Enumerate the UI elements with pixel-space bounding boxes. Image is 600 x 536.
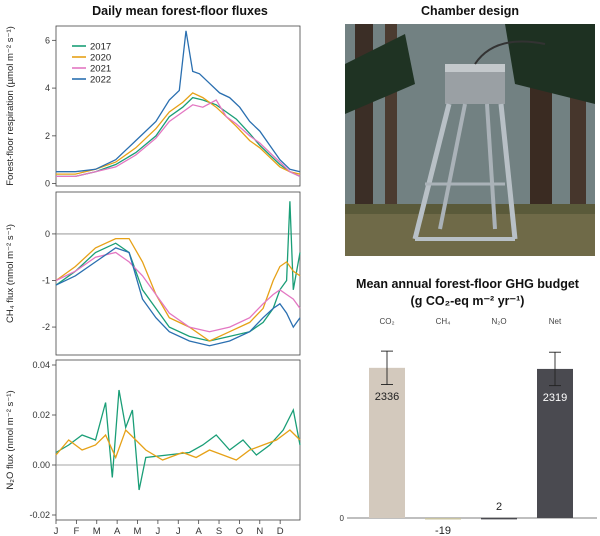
y-tick-label: 0.02 [32, 410, 50, 420]
x-tick-label: M [93, 526, 101, 536]
bar-category-label: Net [549, 317, 562, 326]
series-line-2020 [56, 92, 301, 175]
panel-frame [55, 25, 301, 187]
budget-y-tick-label: 0 [340, 514, 345, 523]
y-tick-label: 6 [45, 35, 50, 45]
x-tick-label: O [236, 526, 243, 536]
x-tick-label: S [216, 526, 222, 536]
panel-frame [55, 191, 301, 356]
series-line-2017 [55, 201, 301, 342]
bar-2 [481, 517, 517, 520]
y-tick-label: 4 [45, 83, 50, 93]
bar-category-label: CO₂ [379, 317, 394, 326]
y-tick-label: 0 [45, 179, 50, 189]
bar-value-label: 2336 [375, 391, 399, 403]
legend-label-2020: 2020 [90, 53, 111, 64]
x-tick-label: M [134, 526, 142, 536]
bar-category-label: CH₄ [436, 317, 451, 326]
x-tick-label: J [176, 526, 181, 536]
legend-label-2022: 2022 [90, 75, 111, 86]
x-tick-label: D [277, 526, 284, 536]
chamber-photo [345, 24, 595, 256]
x-tick-label: A [114, 526, 121, 536]
series-line-2020 [55, 237, 301, 342]
bar-category-label: N₂O [491, 317, 506, 326]
x-tick-label: J [54, 526, 59, 536]
flux-time-series-charts: 0 2 4 6 Forest-floor respiration (µmol m⁻² s… [5, 25, 301, 536]
legend-label-2017: 2017 [90, 42, 111, 53]
series-line-2021 [55, 251, 301, 333]
series-line-2017 [55, 389, 301, 491]
y-tick-label: -1 [42, 275, 50, 285]
bar-value-label: 2319 [543, 392, 567, 404]
series-line-2020 [55, 428, 301, 461]
y-axis-label: Forest-floor respiration (µmol m⁻² s⁻¹) [5, 26, 16, 186]
series-line-2017 [56, 96, 301, 178]
bar-3 [537, 368, 573, 518]
series-line-2021 [56, 99, 301, 178]
x-tick-label: J [156, 526, 161, 536]
y-tick-label: -2 [42, 322, 50, 332]
y-axis-label: CH₄ flux (nmol m⁻² s⁻¹) [5, 224, 16, 323]
x-tick-label: A [195, 526, 202, 536]
ghg-budget-chart: 0 CO₂ 2336 CH₄ -19 N₂O 2 Net 2319 [340, 317, 597, 536]
x-tick-label: N [256, 526, 263, 536]
y-tick-label: -0.02 [29, 510, 50, 520]
series-line-2022 [55, 247, 301, 347]
bar-1 [425, 518, 461, 520]
series-line-2022 [56, 30, 301, 173]
y-tick-label: 2 [45, 131, 50, 141]
budget-subtitle: (g CO₂-eq m⁻² yr⁻¹) [410, 294, 525, 308]
bar-value-label: 2 [496, 501, 502, 513]
panel-frame [55, 359, 301, 521]
budget-title: Mean annual forest-floor GHG budget [356, 277, 579, 291]
y-axis-label: N₂O flux (nmol m⁻² s⁻¹) [5, 390, 16, 489]
x-tick-label: F [73, 526, 79, 536]
y-tick-label: 0 [45, 229, 50, 239]
bar-0 [369, 367, 405, 518]
photo-title: Chamber design [421, 4, 519, 18]
left-title: Daily mean forest-floor fluxes [92, 4, 268, 18]
y-tick-label: 0.00 [32, 460, 50, 470]
y-tick-label: 0.04 [32, 360, 50, 370]
bar-value-label: -19 [435, 525, 451, 536]
legend-label-2021: 2021 [90, 64, 111, 75]
